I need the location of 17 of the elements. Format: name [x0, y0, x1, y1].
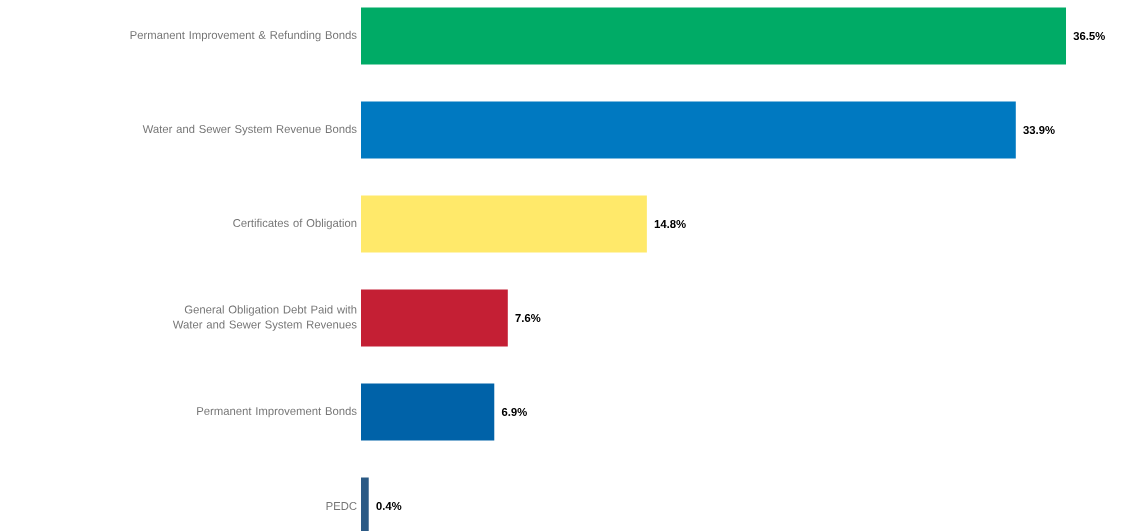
bar — [361, 195, 647, 253]
data-label: 36.5% — [1073, 31, 1105, 41]
bar — [361, 289, 508, 347]
data-label: 6.9% — [501, 408, 527, 416]
y-tick-label: PEDC — [326, 502, 357, 510]
data-label: 33.9% — [1023, 125, 1055, 135]
bar — [361, 101, 1016, 159]
data-label: 14.8% — [654, 220, 686, 228]
y-tick-label: Permanent Improvement & Refunding Bonds — [130, 30, 357, 42]
y-tick-label: General Obligation Debt Paid with Water and Sewer System Revenues — [172, 305, 357, 331]
bar — [361, 383, 495, 441]
bar — [361, 7, 1067, 65]
data-label: 7.6% — [515, 314, 541, 322]
data-label: 0.4% — [376, 502, 402, 510]
y-tick-label: Certificates of Obligation — [233, 218, 357, 230]
y-tick-label: Permanent Improvement Bonds — [197, 406, 357, 418]
y-tick-label: Water and Sewer System Revenue Bonds — [142, 124, 357, 136]
